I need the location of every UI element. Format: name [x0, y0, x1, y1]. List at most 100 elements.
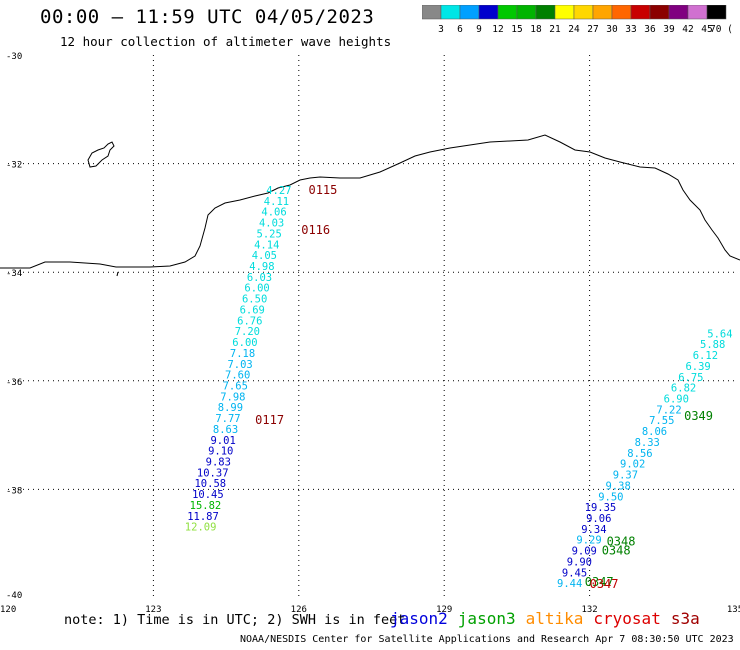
pass-time-label: 0117: [255, 413, 284, 427]
wave-height-label: 9.38: [605, 480, 630, 492]
wave-height-label: 9.01: [210, 435, 235, 447]
wave-height-label: 4.06: [261, 207, 286, 219]
wave-height-label: 6.76: [237, 315, 262, 327]
scale-label: 45: [701, 24, 712, 35]
wave-height-label: 10.37: [197, 467, 229, 479]
tick-near-edge: [116, 271, 119, 277]
wave-height-label: 7.55: [649, 415, 674, 427]
scale-label: 27: [587, 24, 598, 35]
scale-swatch: [706, 5, 727, 20]
wave-height-label: 6.03: [247, 272, 272, 284]
scale-label: 33: [625, 24, 636, 35]
lat-lon-grid: [8, 55, 735, 598]
pass-time-label: 0349: [684, 409, 713, 423]
scale-label: 3: [438, 24, 444, 35]
scale-label: 39: [663, 24, 675, 35]
x-tick-label: 135: [727, 605, 740, 615]
satellite-legend-altika: altika: [525, 609, 584, 628]
wave-height-label: 9.09: [572, 546, 597, 558]
wave-height-label: 6.12: [693, 350, 718, 362]
wave-height-label: 7.20: [235, 326, 260, 338]
wave-height-label: 6.69: [240, 304, 265, 316]
satellite-legend-cryosat: cryosat: [593, 609, 661, 628]
wave-height-label: 6.39: [685, 361, 710, 373]
pass-time-label: 0347: [590, 577, 619, 591]
wave-height-label: 5.64: [707, 328, 732, 340]
wave-height-label: 6.00: [244, 283, 269, 295]
map-subtitle: 12 hour collection of altimeter wave hei…: [60, 34, 392, 49]
scale-label: 15: [511, 24, 522, 35]
wave-height-label: 7.65: [223, 380, 248, 392]
wave-height-label: 19.35: [585, 502, 617, 514]
wave-height-label: 10.58: [194, 478, 226, 490]
scale-label: 21: [549, 24, 561, 35]
y-tick-label: -40: [6, 591, 22, 601]
wave-height-label: 7.18: [230, 348, 255, 360]
wave-height-label: 7.98: [220, 391, 245, 403]
pass-time-label: 0348: [607, 534, 636, 548]
wave-height-label: 9.45: [562, 567, 587, 579]
wave-height-label: 9.83: [206, 457, 231, 469]
wave-height-label: 6.50: [242, 294, 267, 306]
scale-label: 70 (ft): [710, 24, 732, 35]
x-tick-label: 132: [581, 605, 597, 615]
wave-height-label: 9.10: [208, 446, 233, 458]
scale-label: 18: [530, 24, 542, 35]
wave-height-label: 7.77: [215, 413, 240, 425]
footer-note: note: 1) Time is in UTC; 2) SWH is in fe…: [64, 612, 406, 628]
wave-height-label: 8.33: [635, 437, 660, 449]
y-tick-label: -36: [6, 378, 22, 388]
wave-height-label: 9.44: [557, 578, 582, 590]
wave-height-label: 4.27: [266, 185, 291, 197]
wave-height-label: 12.09: [185, 522, 217, 534]
axis-labels: -30 -32 -34 -36 -38 -40 123 126 129 132 135 120: [0, 52, 740, 615]
wave-height-label: 9.50: [598, 491, 623, 503]
scale-label: 24: [568, 24, 580, 35]
wave-height-label: 15.82: [190, 500, 222, 512]
pass-time-label: 0116: [301, 223, 330, 237]
wave-height-label: 6.00: [232, 337, 257, 349]
wave-height-label: 7.60: [225, 370, 250, 382]
pass-time-label: 0115: [308, 183, 337, 197]
wave-height-label: 9.37: [613, 470, 638, 482]
wave-height-label: 4.03: [259, 218, 284, 230]
scale-label: 12: [492, 24, 503, 35]
wave-height-label: 9.06: [586, 513, 611, 525]
australia-coastline: [0, 134, 740, 277]
scale-label: 42: [682, 24, 693, 35]
wave-height-label: 4.11: [264, 196, 289, 208]
wave-height-label: 10.45: [192, 489, 224, 501]
scale-label: 30: [606, 24, 618, 35]
corner-lon-label: 120: [0, 605, 16, 615]
wave-height-label: 8.99: [218, 402, 243, 414]
y-tick-label: -32: [6, 161, 22, 171]
wave-height-label: 9.02: [620, 459, 645, 471]
map-title: 00:00 – 11:59 UTC 04/05/2023: [40, 6, 375, 28]
wave-height-label: 8.63: [213, 424, 238, 436]
wave-height-label: 6.75: [678, 372, 703, 384]
wave-height-label: 8.56: [627, 448, 652, 460]
wave-height-label: 9.29: [576, 535, 601, 547]
pass-time-label: 0347: [585, 575, 614, 589]
wave-height-label: 6.82: [671, 383, 696, 395]
east-tracks: 9.449.459.909.099.299.349.0619.359.509.3…: [557, 328, 733, 591]
wave-height-label: 4.05: [252, 250, 277, 262]
x-tick-label: 129: [436, 605, 452, 615]
wave-height-label: 5.88: [700, 339, 725, 351]
credit-line: NOAA/NESDIS Center for Satellite Applica…: [240, 634, 734, 645]
satellite-legend: jason2 jason3 altika cryosat s3a: [390, 609, 710, 628]
island-path: [87, 141, 115, 168]
pass-time-label: 0348: [602, 544, 631, 558]
y-tick-label: -38: [6, 486, 22, 496]
coastline-path: [0, 134, 740, 269]
satellite-legend-jason3: jason3: [457, 609, 516, 628]
y-tick-label: -30: [6, 52, 22, 62]
wave-height-label: 7.22: [656, 404, 681, 416]
scale-label: 9: [476, 24, 482, 35]
x-tick-label: 126: [291, 605, 307, 615]
satellite-legend-s3a: s3a: [670, 609, 700, 628]
x-tick-label: 123: [145, 605, 161, 615]
wave-height-label: 9.90: [567, 556, 592, 568]
